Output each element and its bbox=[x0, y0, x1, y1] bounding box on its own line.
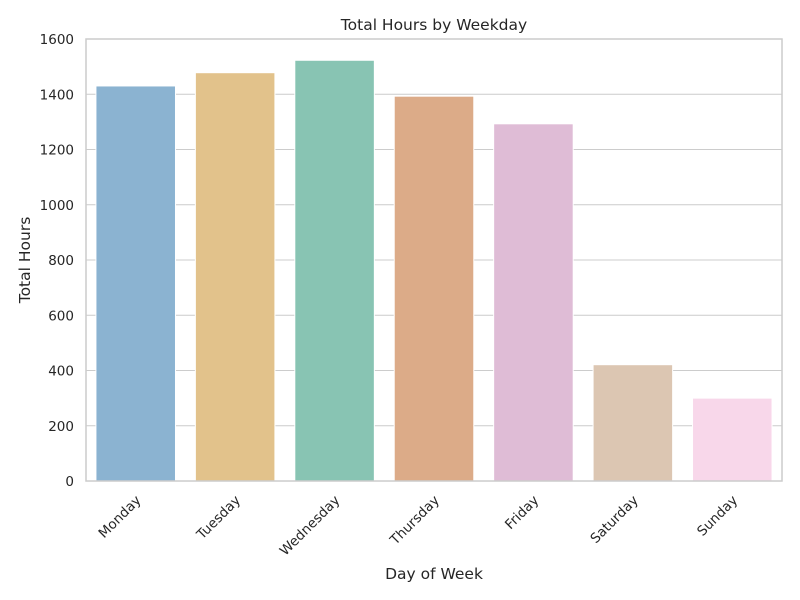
x-tick-label-wednesday: Wednesday bbox=[277, 493, 344, 560]
y-tick-label: 1400 bbox=[40, 87, 74, 103]
x-tick-label-friday: Friday bbox=[502, 493, 542, 533]
x-tick-label-saturday: Saturday bbox=[587, 493, 641, 547]
bars bbox=[95, 59, 773, 482]
y-tick-label: 600 bbox=[48, 308, 74, 324]
bar-thursday bbox=[393, 95, 475, 482]
bar-monday bbox=[95, 85, 176, 482]
y-tick-label: 1600 bbox=[40, 32, 74, 48]
y-tick-label: 1000 bbox=[40, 198, 74, 214]
y-tick-label: 0 bbox=[65, 474, 74, 490]
y-tick-label: 1200 bbox=[40, 143, 74, 159]
x-tick-label-thursday: Thursday bbox=[386, 493, 442, 549]
plot-frame bbox=[85, 38, 783, 482]
bar-sunday bbox=[692, 397, 773, 482]
x-axis-label: Day of Week bbox=[385, 565, 483, 583]
y-tick-labels: 0 200 400 600 800 1000 1200 1400 1600 bbox=[40, 32, 74, 490]
bar-tuesday bbox=[194, 72, 276, 482]
y-tick-label: 200 bbox=[48, 419, 74, 435]
bar-friday bbox=[493, 123, 574, 482]
chart-title: Total Hours by Weekday bbox=[340, 16, 527, 34]
y-axis-label: Total Hours bbox=[16, 217, 34, 305]
y-tick-label: 800 bbox=[48, 253, 74, 269]
bar-wednesday bbox=[294, 59, 375, 482]
x-tick-label-monday: Monday bbox=[96, 493, 145, 542]
x-tick-labels: Monday Tuesday Wednesday Thursday Friday Satu… bbox=[96, 493, 742, 560]
x-tick-label-sunday: Sunday bbox=[694, 493, 741, 540]
bar-saturday bbox=[592, 364, 674, 482]
y-tick-label: 400 bbox=[48, 364, 74, 380]
x-tick-label-tuesday: Tuesday bbox=[193, 493, 244, 544]
